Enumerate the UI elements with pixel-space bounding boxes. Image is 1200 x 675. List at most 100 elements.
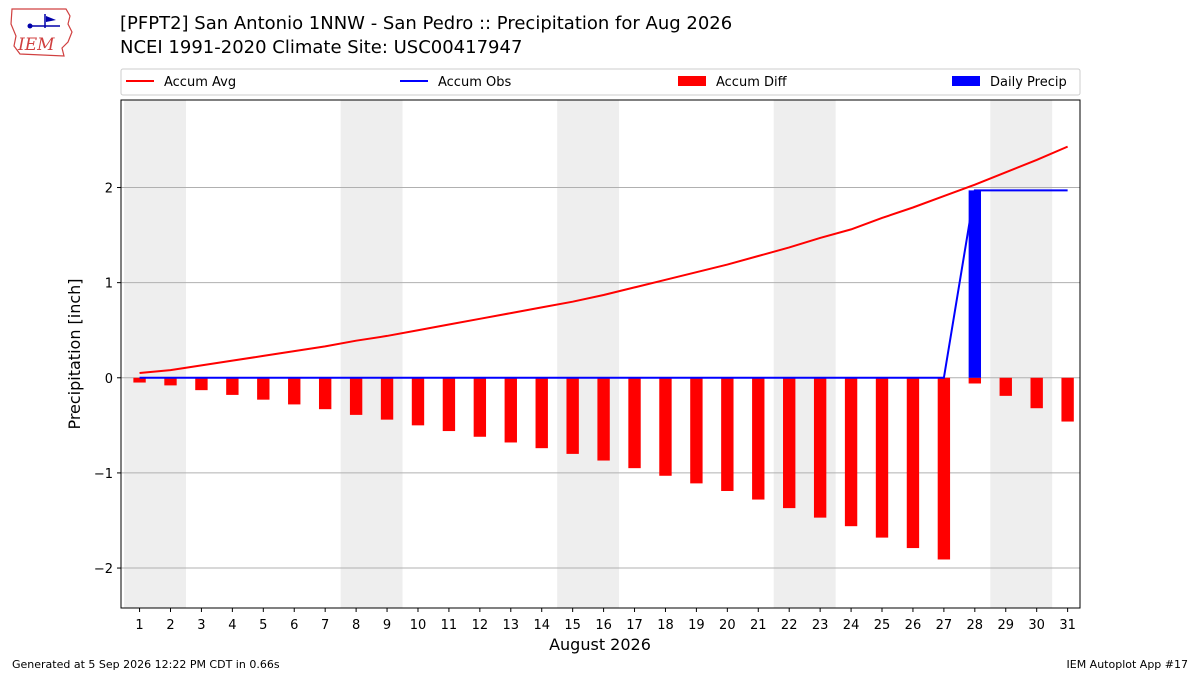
accum-diff-bar [504, 377, 517, 443]
accum-diff-bar [318, 377, 332, 410]
accum-diff-bar [380, 377, 394, 420]
accum-diff-bar [937, 377, 951, 560]
x-tick-label: 4 [228, 618, 236, 633]
x-tick-label: 9 [383, 618, 391, 633]
weekend-band [557, 100, 620, 608]
accum-diff-bar [752, 377, 765, 500]
x-tick-label: 17 [626, 618, 643, 633]
y-tick-label: −1 [94, 467, 113, 482]
accum-avg-line [139, 145, 1069, 375]
x-axis-label: August 2026 [549, 635, 651, 654]
daily-precip-bar [968, 190, 982, 378]
accum-diff-bar [411, 377, 425, 426]
accum-diff-bar [442, 377, 456, 432]
x-tick-label: 7 [321, 618, 329, 633]
x-tick-label: 19 [688, 618, 705, 633]
chart-subtitle: NCEI 1991-2020 Climate Site: USC00417947 [120, 37, 523, 58]
accum-diff-bar [999, 377, 1012, 396]
x-tick-label: 21 [750, 618, 767, 633]
accum-diff-bar [783, 377, 796, 509]
accum-diff-bar [628, 377, 641, 469]
x-axis-ticks: 1 2 3 4 5 6 7 8 9 10 11 12 13 14 15 16 17 18 19 20 21 22 23 24 2… [135, 608, 1076, 633]
x-tick-label: 28 [967, 618, 984, 633]
x-tick-label: 1 [135, 618, 143, 633]
x-tick-label: 8 [352, 618, 360, 633]
footer-generated: Generated at 5 Sep 2026 12:22 PM CDT in … [12, 658, 280, 671]
daily-precip-bars [968, 190, 982, 378]
logo-text: IEM [17, 35, 55, 55]
accum-diff-bar [721, 377, 734, 491]
legend: Accum Avg Accum Obs Accum Diff Daily Precip [120, 68, 1081, 96]
x-tick-label: 26 [905, 618, 922, 633]
x-tick-label: 16 [595, 618, 612, 633]
accum-diff-bar [566, 377, 579, 454]
x-tick-label: 13 [503, 618, 520, 633]
accum-diff-bar [875, 377, 889, 538]
accum-diff-bar [473, 377, 487, 437]
accum-diff-bar [164, 377, 177, 386]
x-tick-label: 29 [997, 618, 1014, 633]
x-tick-label: 3 [197, 618, 205, 633]
legend-swatch [678, 76, 706, 86]
accum-diff-bar [597, 377, 610, 461]
y-tick-label: 1 [105, 277, 113, 292]
x-tick-label: 24 [843, 618, 860, 633]
accum-diff-bar [226, 377, 239, 395]
y-tick-label: −2 [94, 562, 113, 577]
legend-label: Accum Obs [438, 75, 511, 90]
y-axis-ticks: −2 −1 0 1 2 [94, 182, 121, 577]
weekend-band [990, 100, 1053, 608]
series-lines [139, 145, 1069, 379]
accum-diff-bar [257, 377, 270, 400]
legend-frame [120, 68, 1081, 96]
x-tick-label: 18 [657, 618, 674, 633]
x-tick-label: 11 [441, 618, 458, 633]
weekend-band [340, 100, 403, 608]
x-tick-label: 25 [874, 618, 891, 633]
accum-diff-bar [844, 377, 858, 527]
accum-diff-bar [968, 377, 982, 384]
y-tick-label: 2 [105, 182, 113, 197]
x-tick-label: 2 [166, 618, 174, 633]
x-tick-label: 5 [259, 618, 267, 633]
x-tick-label: 23 [812, 618, 829, 633]
x-tick-label: 12 [472, 618, 489, 633]
chart-title: [PFPT2] San Antonio 1NNW - San Pedro :: … [120, 13, 733, 34]
accum-diff-bar [813, 377, 827, 518]
weekend-shading [124, 100, 1053, 608]
legend-label: Daily Precip [990, 75, 1067, 90]
x-tick-label: 10 [410, 618, 427, 633]
accum-diff-bar [349, 377, 363, 415]
accum-diff-bar [659, 377, 672, 476]
accum-obs-line [139, 189, 1068, 379]
accum-diff-bar [195, 377, 208, 391]
x-tick-label: 6 [290, 618, 298, 633]
x-tick-label: 14 [533, 618, 550, 633]
accum-diff-bar [1030, 377, 1043, 409]
x-tick-label: 31 [1059, 618, 1076, 633]
accum-diff-bar [690, 377, 703, 484]
accum-diff-bars [133, 377, 1074, 560]
y-tick-label: 0 [105, 372, 113, 387]
accum-diff-bar [906, 377, 920, 549]
x-tick-label: 27 [936, 618, 953, 633]
iem-logo: IEM [10, 8, 73, 57]
x-tick-label: 22 [781, 618, 798, 633]
footer-app: IEM Autoplot App #17 [1066, 658, 1189, 671]
plot-frame [120, 99, 1081, 609]
y-axis-label: Precipitation [inch] [65, 278, 84, 429]
accum-diff-bar [1061, 377, 1074, 422]
iowa-outline-icon [10, 8, 73, 57]
legend-label: Accum Diff [716, 75, 788, 90]
accum-diff-bar [535, 377, 548, 449]
x-tick-label: 30 [1028, 618, 1045, 633]
accum-diff-bar [133, 377, 146, 383]
legend-label: Accum Avg [164, 75, 236, 90]
weekend-band [773, 100, 836, 608]
legend-swatch [952, 76, 980, 86]
x-tick-label: 20 [719, 618, 736, 633]
x-tick-label: 15 [564, 618, 581, 633]
weekend-band [124, 100, 186, 608]
accum-diff-bar [288, 377, 301, 405]
